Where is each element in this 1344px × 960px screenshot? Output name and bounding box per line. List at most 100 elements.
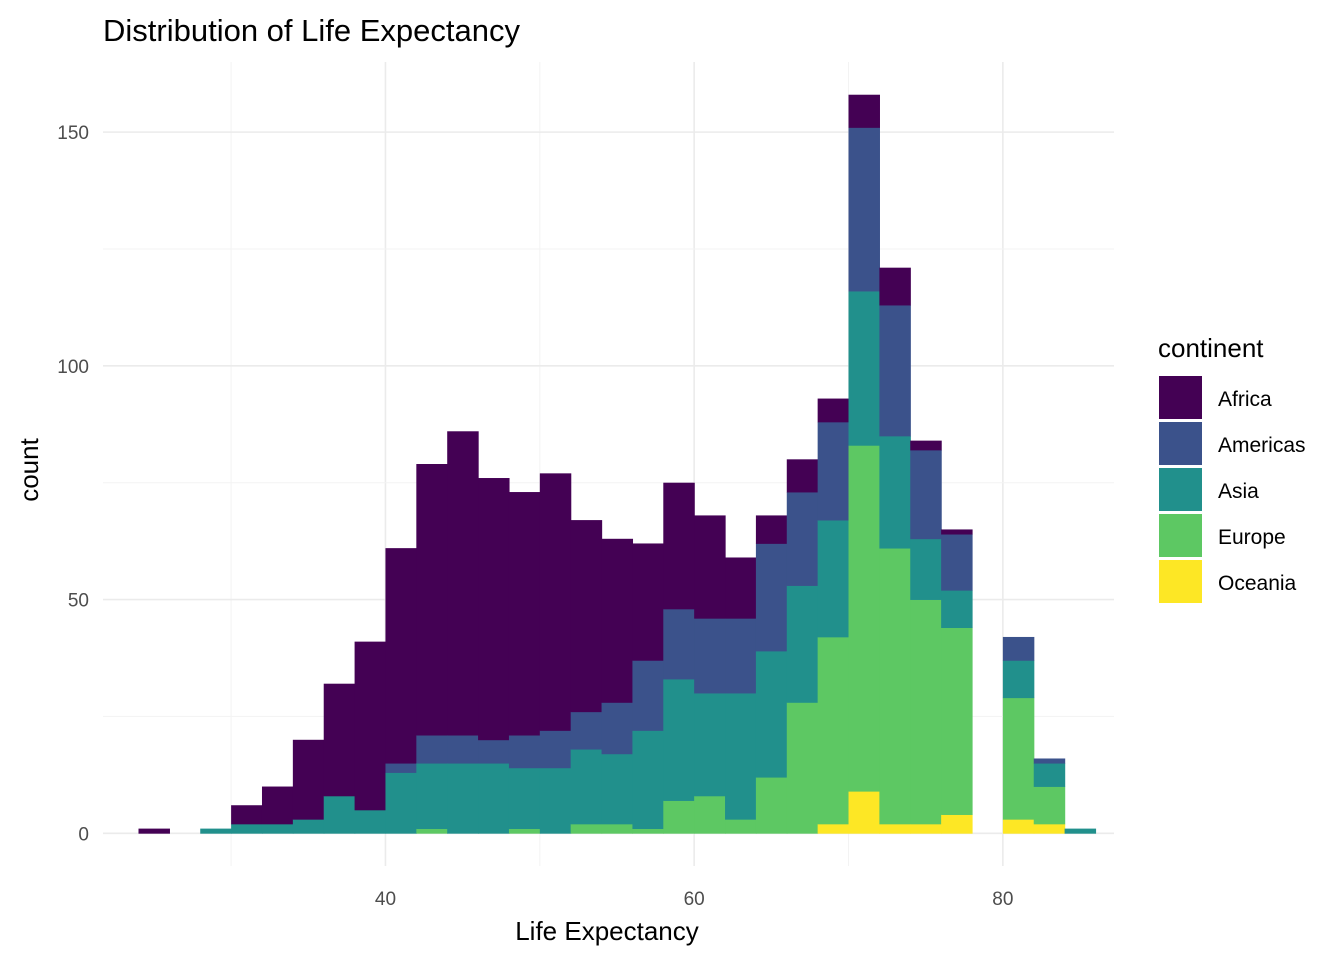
bar-asia xyxy=(508,767,541,830)
bar-americas xyxy=(539,730,572,769)
bar-americas xyxy=(1002,636,1035,661)
bar-americas xyxy=(663,608,695,680)
bar-europe xyxy=(817,636,850,825)
bar-africa xyxy=(632,543,664,661)
legend-label-americas: Americas xyxy=(1218,434,1306,457)
bar-europe xyxy=(663,800,695,834)
bar-asia xyxy=(879,435,911,549)
bar-europe xyxy=(1033,786,1066,825)
legend-label-asia: Asia xyxy=(1218,480,1259,503)
bar-africa xyxy=(478,478,510,741)
bar-africa xyxy=(848,94,880,128)
bar-americas xyxy=(941,534,973,591)
bar-asia xyxy=(755,650,788,778)
legend-key-europe xyxy=(1159,514,1202,557)
bar-africa xyxy=(292,739,325,820)
bar-asia xyxy=(416,763,448,830)
bar-europe xyxy=(570,823,603,834)
bar-europe xyxy=(786,702,819,834)
bar-asia xyxy=(447,763,479,834)
bar-asia xyxy=(1002,660,1035,699)
bar-europe xyxy=(879,548,911,825)
y-tick-label: 50 xyxy=(68,591,89,612)
bar-africa xyxy=(879,267,911,306)
bar-asia xyxy=(941,590,973,629)
bar-europe xyxy=(416,828,448,834)
bar-asia xyxy=(694,693,726,797)
bar-europe xyxy=(1002,697,1035,820)
x-axis-title: Life Expectancy xyxy=(515,916,699,946)
bar-africa xyxy=(354,641,387,811)
bar-asia xyxy=(786,585,819,703)
y-tick-label: 150 xyxy=(57,123,89,144)
bar-asia xyxy=(200,828,232,834)
bar-americas xyxy=(725,618,757,694)
bar-africa xyxy=(261,786,294,825)
bar-asia xyxy=(663,679,695,801)
y-axis-title: count xyxy=(14,437,44,501)
bar-asia xyxy=(292,819,325,834)
bar-asia xyxy=(570,749,603,825)
bar-africa xyxy=(323,683,356,797)
legend-label-africa: Africa xyxy=(1218,388,1272,411)
bar-africa xyxy=(910,440,942,451)
x-tick-label: 40 xyxy=(375,889,396,910)
bar-europe xyxy=(632,828,664,834)
bar-asia xyxy=(478,763,510,834)
bar-asia xyxy=(632,730,664,830)
bar-americas xyxy=(1033,758,1066,764)
bar-asia xyxy=(231,823,263,834)
bar-europe xyxy=(755,777,788,834)
bar-americas xyxy=(694,618,726,694)
bar-africa xyxy=(694,515,726,619)
bar-americas xyxy=(817,421,850,521)
y-tick-label: 0 xyxy=(78,824,89,845)
bar-europe xyxy=(508,828,541,834)
bar-africa xyxy=(601,538,634,703)
bar-asia xyxy=(1064,828,1097,834)
bar-africa xyxy=(231,805,263,825)
bar-oceania xyxy=(1002,819,1035,834)
y-tick-label: 100 xyxy=(57,357,89,378)
bar-africa xyxy=(755,515,788,544)
bar-asia xyxy=(817,520,850,638)
bar-asia xyxy=(323,795,356,834)
bar-asia xyxy=(385,772,417,834)
bar-americas xyxy=(755,543,788,652)
bar-oceania xyxy=(848,791,880,834)
bar-africa xyxy=(508,492,541,736)
bar-americas xyxy=(601,702,634,755)
bar-americas xyxy=(570,711,603,750)
bar-americas xyxy=(879,305,911,437)
bar-africa xyxy=(539,473,572,731)
bar-africa xyxy=(817,398,850,423)
bar-oceania xyxy=(879,823,911,834)
bar-asia xyxy=(601,753,634,825)
bar-asia xyxy=(261,823,294,834)
legend-key-asia xyxy=(1159,468,1202,511)
bar-africa xyxy=(570,520,603,713)
bar-americas xyxy=(385,763,417,773)
bar-americas xyxy=(910,449,942,540)
bar-asia xyxy=(725,693,757,820)
bar-africa xyxy=(138,828,170,834)
bar-asia xyxy=(848,291,880,446)
axes-layer: 40 60 80 0 50 100 150 xyxy=(57,123,1013,910)
bar-africa xyxy=(385,548,417,764)
legend-label-oceania: Oceania xyxy=(1218,572,1297,595)
x-tick-label: 60 xyxy=(684,889,705,910)
legend: continent Africa Americas Asia Europe Oceani… xyxy=(1158,333,1306,603)
bar-oceania xyxy=(1033,823,1066,834)
bar-europe xyxy=(601,823,634,834)
bar-americas xyxy=(447,735,479,764)
bar-americas xyxy=(632,660,664,731)
bar-asia xyxy=(354,809,387,834)
bar-americas xyxy=(416,735,448,764)
bar-asia xyxy=(1033,763,1066,787)
bar-africa xyxy=(725,557,757,619)
bar-europe xyxy=(910,599,942,825)
legend-title: continent xyxy=(1158,333,1264,363)
bar-europe xyxy=(848,445,880,792)
